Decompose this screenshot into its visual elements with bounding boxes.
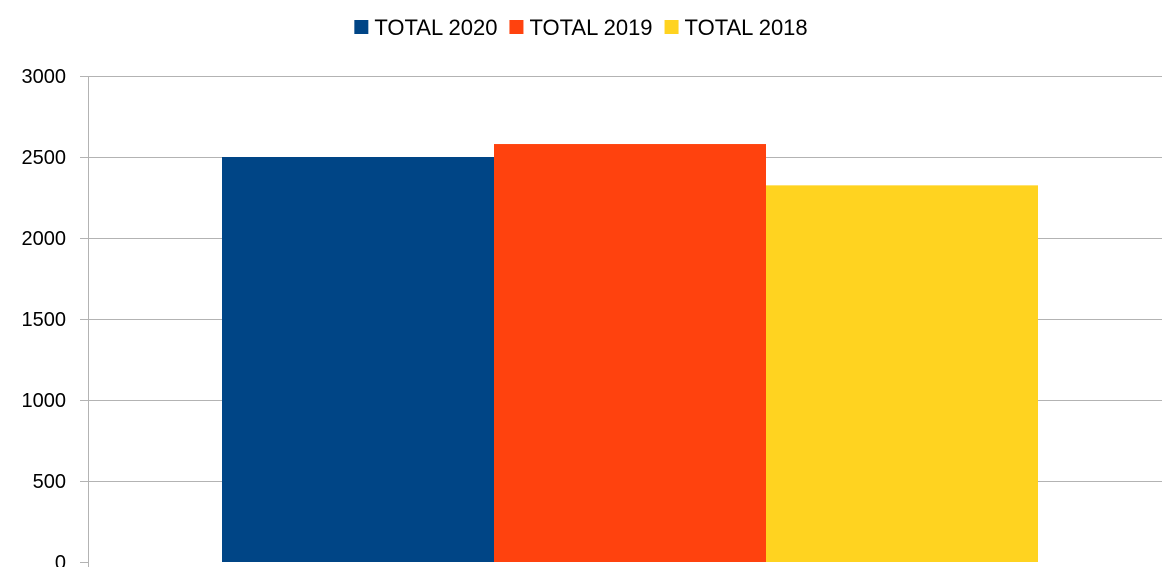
- y-tick-label: 2000: [22, 228, 67, 250]
- bar-total-2018: [766, 185, 1038, 562]
- chart-legend: TOTAL 2020 TOTAL 2019 TOTAL 2018: [354, 15, 808, 40]
- y-tick-label: 0: [55, 552, 66, 567]
- legend-label: TOTAL 2020: [374, 15, 497, 40]
- y-tick-label: 1500: [22, 309, 67, 331]
- legend-swatch: [664, 20, 679, 34]
- legend-swatch: [354, 20, 369, 34]
- bar-total-2020: [222, 157, 494, 562]
- y-axis: 0 500 1000 1500 2000 2500 3000: [22, 66, 67, 567]
- legend-swatch: [509, 20, 524, 34]
- y-tick-label: 3000: [22, 66, 67, 88]
- y-tick-label: 500: [33, 471, 66, 493]
- legend-label: TOTAL 2019: [529, 15, 652, 40]
- y-tick-label: 1000: [22, 390, 67, 412]
- legend-label: TOTAL 2018: [685, 15, 808, 40]
- bar-total-2019: [494, 144, 766, 563]
- bar-group: [222, 144, 1038, 563]
- y-tick-label: 2500: [22, 147, 67, 169]
